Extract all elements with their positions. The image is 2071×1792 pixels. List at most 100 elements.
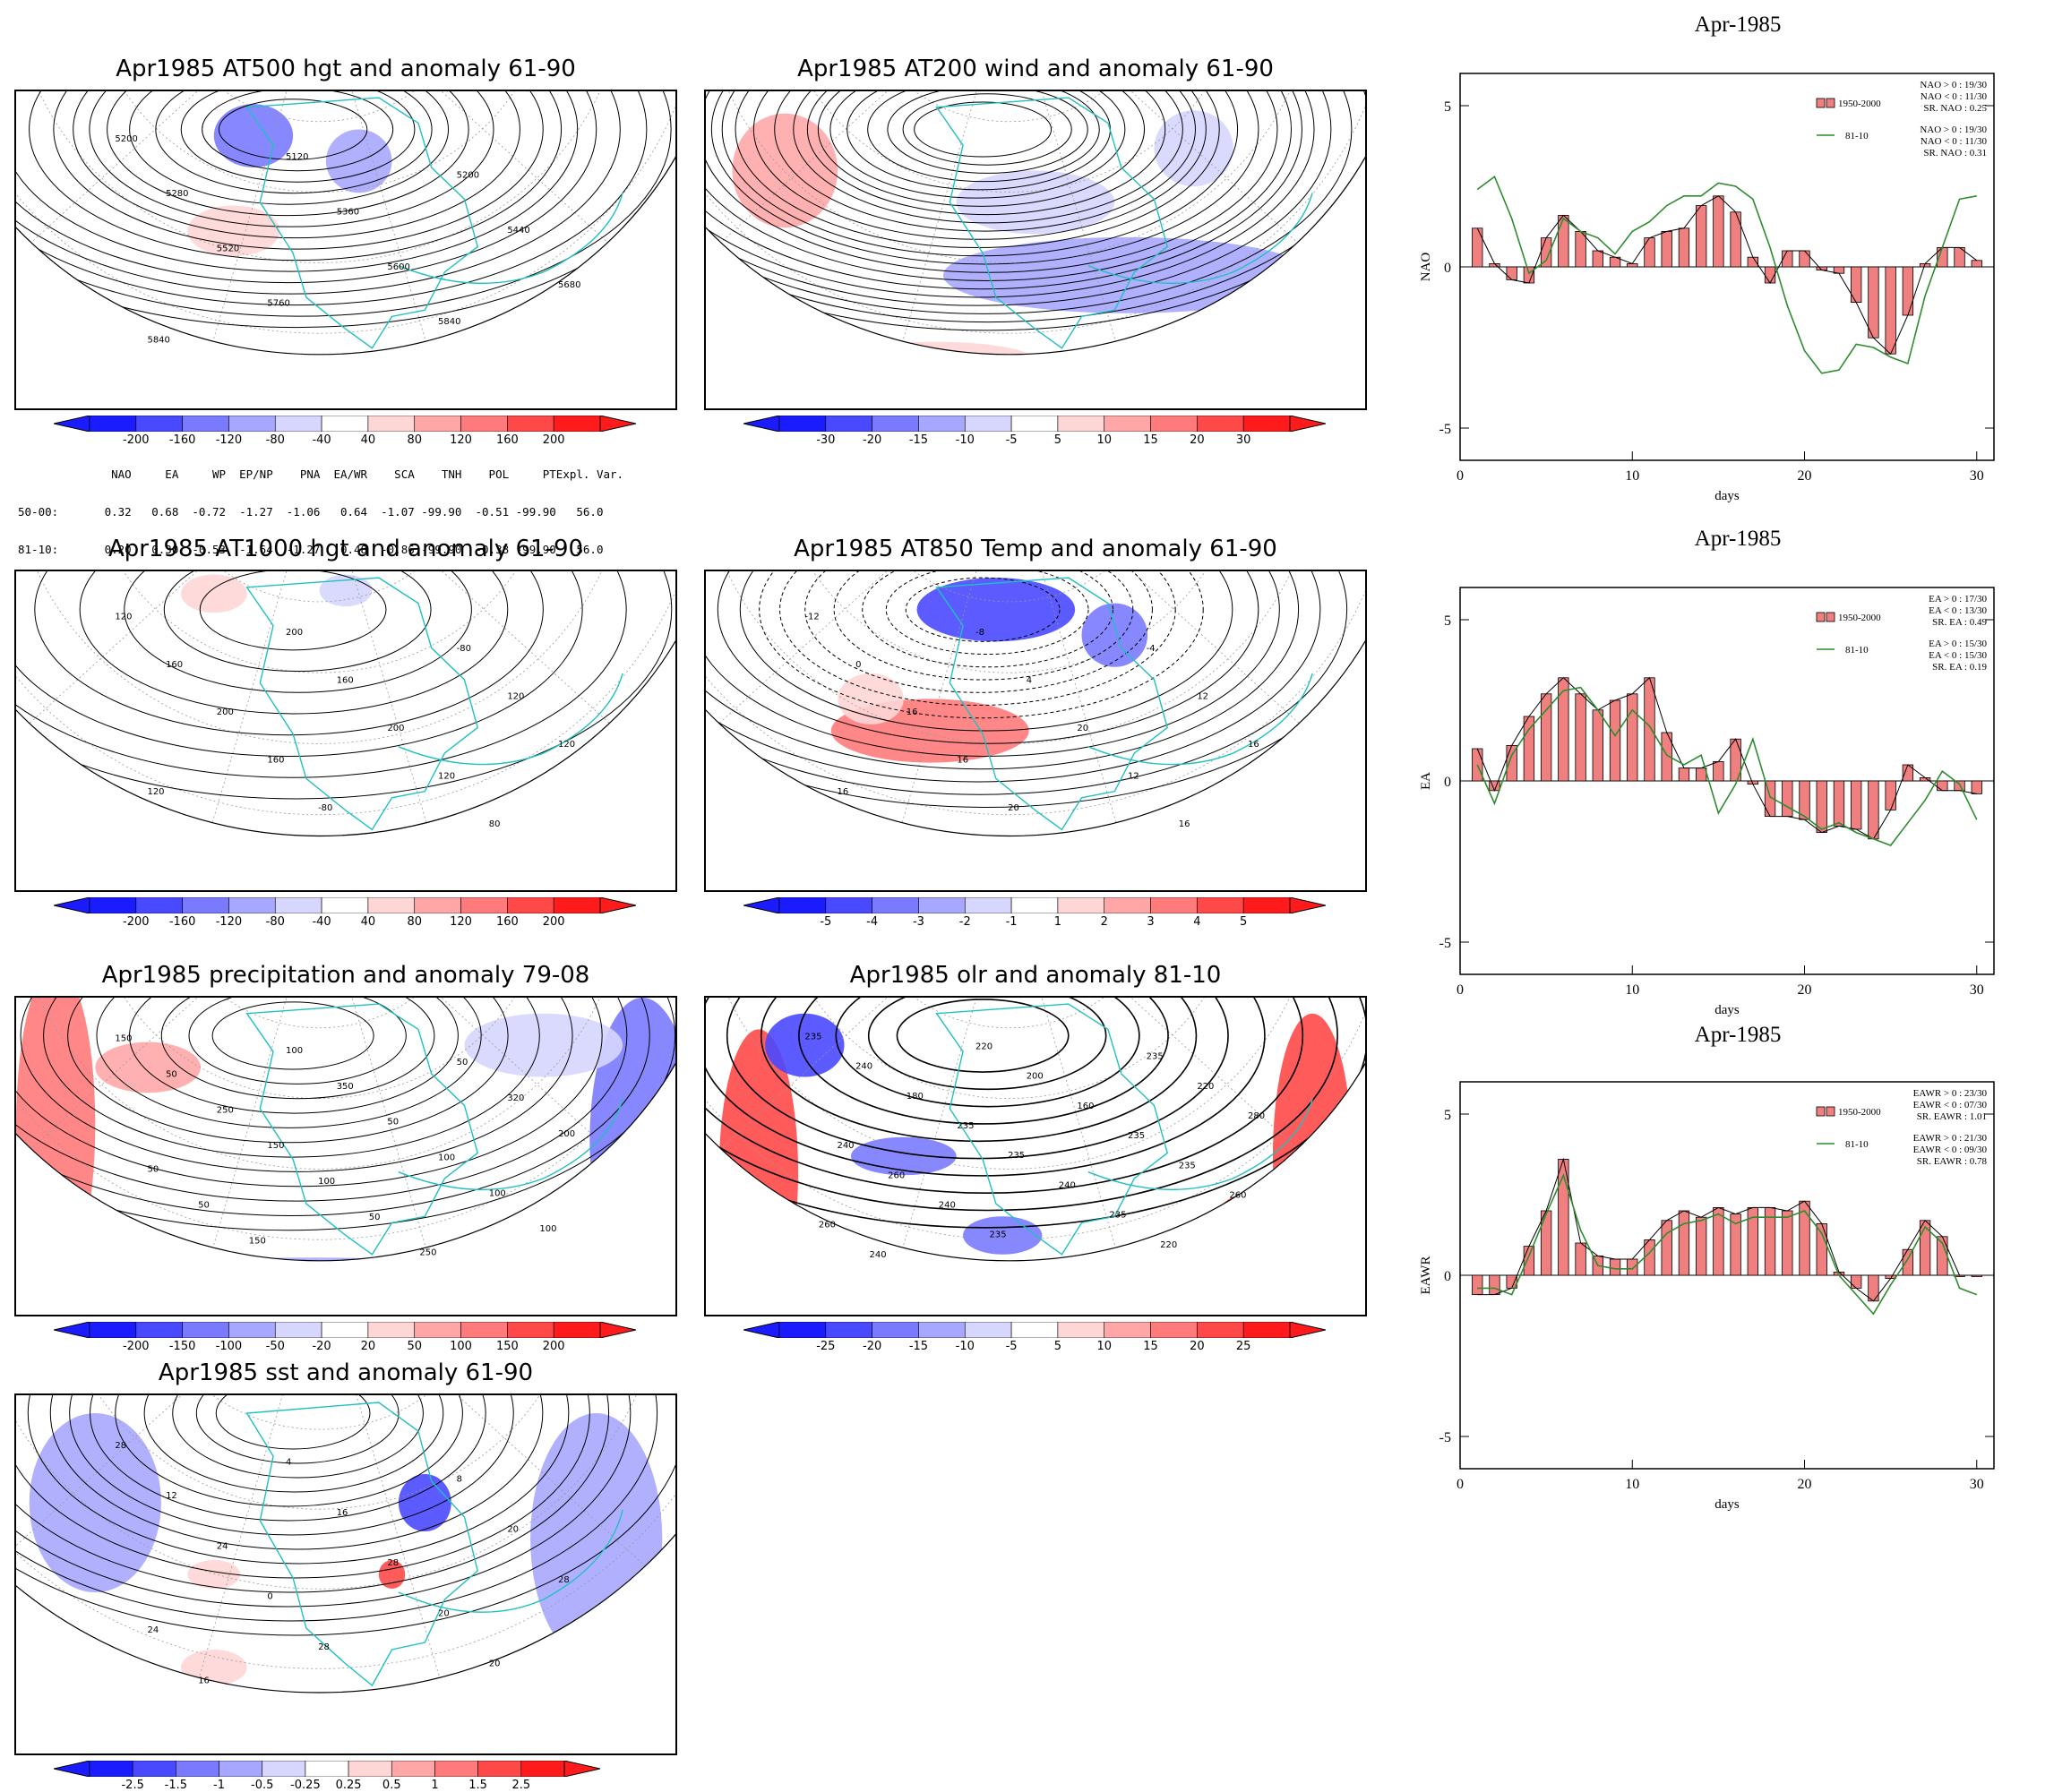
- colorbar-swatch: [872, 416, 919, 432]
- bar-ea-day-24: [1868, 780, 1879, 840]
- colorbar-tick-label: 1.5: [468, 1779, 487, 1792]
- latitude-circle: [779, 91, 1239, 193]
- y-axis-label: NAO: [1419, 253, 1433, 282]
- colorbar-arrow-left: [743, 416, 780, 432]
- colorbar-tick-label: -150: [168, 1340, 196, 1353]
- colorbar-swatch: [460, 897, 508, 913]
- contour-label: 5840: [438, 317, 460, 327]
- contour-label: -80: [457, 644, 471, 654]
- meridian-line: [319, 91, 426, 342]
- colorbar-tick-label: -200: [123, 1340, 150, 1353]
- x-tick-label: 0: [1457, 468, 1464, 484]
- colorbar-arrow-right: [599, 1322, 636, 1338]
- colorbar-swatch: [825, 416, 872, 432]
- contour-line: [16, 998, 628, 1202]
- contour-label: 5280: [166, 189, 188, 199]
- contour-line: [180, 91, 416, 183]
- contour-line: [16, 91, 621, 295]
- x-tick-label: 10: [1625, 468, 1639, 484]
- colorbar-swatch: [553, 1322, 601, 1338]
- colorbar-sst: [54, 1761, 600, 1777]
- series-line-81-10: [1476, 686, 1978, 846]
- contour-line: [706, 91, 1365, 323]
- meridian-line: [1009, 571, 1117, 824]
- bar-nao-day-14: [1695, 205, 1707, 268]
- contour-line: [817, 91, 1146, 207]
- contour-line: [16, 1395, 632, 1608]
- colorbar-swatch: [1010, 1322, 1059, 1338]
- colorbar-tick-label: 1: [1053, 915, 1062, 929]
- map-disc-border: [706, 1062, 1365, 1262]
- colorbar-swatch: [1057, 416, 1105, 432]
- colorbar-tick-label: 160: [495, 433, 519, 447]
- colorbar-swatch: [321, 416, 369, 432]
- bar-nao-day-24: [1868, 266, 1879, 339]
- y-tick-label: -5: [1439, 422, 1451, 437]
- contour-label: 5840: [147, 335, 169, 345]
- contour-line: [215, 1395, 371, 1450]
- colorbar-swatch: [132, 1761, 176, 1777]
- contour-label: 5440: [507, 226, 529, 236]
- contour-label: 160: [267, 756, 284, 766]
- coastline: [398, 673, 623, 766]
- bar-eawr-day-7: [1575, 1242, 1586, 1276]
- colorbar-swatch: [321, 1322, 369, 1338]
- map-disc-border: [16, 1062, 675, 1262]
- bar-ea-day-21: [1816, 780, 1827, 833]
- bar-eawr-day-30: [1971, 1274, 1982, 1277]
- bar-nao-day-6: [1558, 214, 1569, 268]
- contour-label: 28: [318, 1642, 330, 1652]
- colorbar-tick-label: 0.5: [382, 1779, 401, 1792]
- contour-line: [752, 91, 1207, 240]
- contour-line: [16, 91, 579, 272]
- contour-label: 5600: [387, 262, 409, 272]
- contour-label: 100: [438, 1153, 455, 1162]
- bar-nao-day-16: [1730, 211, 1741, 268]
- contour-label: 350: [337, 1082, 354, 1092]
- colorbar-tick-label: 4: [1193, 915, 1201, 929]
- latitude-circle: [16, 998, 625, 1170]
- colorbar-arrow-right: [1289, 416, 1326, 432]
- contour-line: [16, 571, 627, 778]
- colorbar-swatch: [89, 416, 137, 432]
- colorbar-arrow-right: [563, 1761, 600, 1777]
- contour-label: 150: [267, 1141, 284, 1151]
- contour-line: [914, 101, 1053, 158]
- bar-eawr-day-10: [1627, 1258, 1638, 1276]
- contour-label: -80: [318, 803, 332, 813]
- legend-swatch-bar: [1816, 612, 1826, 622]
- contour-label: 220: [1160, 1240, 1177, 1250]
- anomaly-shading: [1272, 1013, 1353, 1261]
- contour-line: [73, 91, 520, 239]
- contour-line: [710, 91, 1259, 265]
- contour-line: [188, 998, 407, 1085]
- contour-label: 120: [115, 612, 132, 622]
- colorbar-swatch: [135, 1322, 183, 1338]
- contour-label: 4: [1027, 676, 1032, 686]
- bar-nao-day-30: [1971, 260, 1982, 268]
- contour-line: [717, 571, 1259, 744]
- contour-line: [69, 1395, 514, 1536]
- colorbar-arrow-left: [54, 897, 90, 913]
- contour-label: 20: [438, 1608, 450, 1618]
- contour-line: [706, 91, 1293, 281]
- contour-line: [735, 91, 1220, 249]
- contour-label: 12: [1128, 771, 1139, 781]
- y-tick-label: 0: [1444, 775, 1451, 790]
- index-chart-title-nao: Apr-1985: [1694, 13, 1782, 37]
- colorbar-tick-label: 2: [1100, 915, 1108, 929]
- colorbar-tick-label: -20: [863, 433, 882, 447]
- contour-line: [706, 571, 1321, 783]
- colorbar-swatch: [918, 897, 966, 913]
- colorbar-swatch: [964, 897, 1012, 913]
- colorbar-tick-label: 20: [360, 1340, 376, 1353]
- colorbar-swatch: [1242, 416, 1291, 432]
- colorbar-tick-label: -160: [168, 433, 196, 447]
- colorbar-swatch: [367, 897, 416, 913]
- contour-line: [107, 91, 469, 217]
- anomaly-shading: [319, 574, 373, 607]
- contour-label: 160: [337, 676, 354, 686]
- contour-line: [199, 571, 387, 651]
- contour-line: [16, 998, 650, 1216]
- contour-line: [835, 998, 1140, 1108]
